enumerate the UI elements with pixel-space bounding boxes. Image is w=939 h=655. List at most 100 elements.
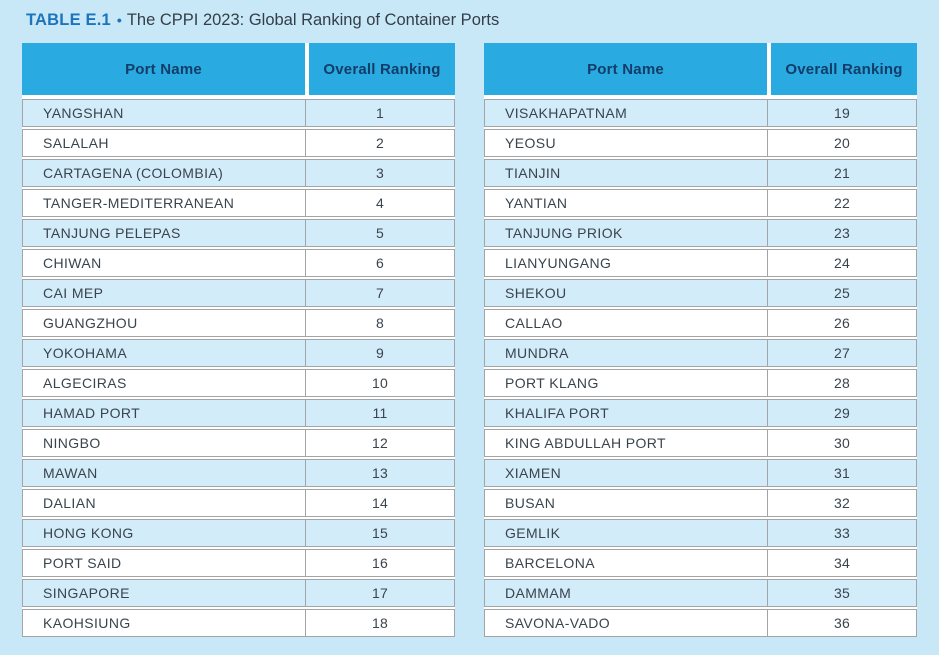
port-name-cell: HAMAD PORT [23,400,306,426]
overall-ranking-cell: 22 [834,195,850,211]
port-name-cell: BARCELONA [485,550,768,576]
table-row: YEOSU 20 [484,129,917,157]
overall-ranking-cell: 11 [372,405,388,421]
port-name-cell: CHIWAN [23,250,306,276]
column-header-port-name: Port Name [22,43,305,95]
overall-ranking-cell: 8 [376,315,384,331]
overall-ranking-cell: 25 [834,285,850,301]
port-name-cell: KHALIFA PORT [485,400,768,426]
overall-ranking-cell: 18 [372,615,388,631]
table-row: CARTAGENA (COLOMBIA) 3 [22,159,455,187]
overall-ranking-cell: 14 [372,495,388,511]
port-name-cell: YANTIAN [485,190,768,216]
port-name-cell: YANGSHAN [23,100,306,126]
table-row: YANGSHAN 1 [22,99,455,127]
overall-ranking-cell: 27 [834,345,850,361]
overall-ranking-cell: 33 [834,525,850,541]
overall-ranking-cell: 28 [834,375,850,391]
overall-ranking-cell: 12 [372,435,388,451]
table-row: TANJUNG PRIOK 23 [484,219,917,247]
table-title-text: The CPPI 2023: Global Ranking of Contain… [126,11,500,29]
table-body: YANGSHAN 1 SALALAH 2 CARTAGENA (COLOMBIA) 3 TA… [22,99,455,637]
port-name-cell: VISAKHAPATNAM [485,100,768,126]
port-name-cell: TIANJIN [485,160,768,186]
overall-ranking-cell: 26 [834,315,850,331]
table-row: YANTIAN 22 [484,189,917,217]
port-name-cell: KAOHSIUNG [23,610,306,636]
table-row: SINGAPORE 17 [22,579,455,607]
port-name-cell: SAVONA-VADO [485,610,768,636]
overall-ranking-cell: 19 [834,105,850,121]
port-name-cell: TANJUNG PRIOK [485,220,768,246]
overall-ranking-cell: 7 [376,285,384,301]
port-name-cell: GUANGZHOU [23,310,306,336]
table-row: TIANJIN 21 [484,159,917,187]
table-header-row: Port Name Overall Ranking [22,43,455,95]
table-row: DAMMAM 35 [484,579,917,607]
port-name-cell: MAWAN [23,460,306,486]
table-row: ALGECIRAS 10 [22,369,455,397]
table-row: MAWAN 13 [22,459,455,487]
port-name-cell: CAI MEP [23,280,306,306]
port-name-cell: CALLAO [485,310,768,336]
overall-ranking-cell: 21 [834,165,850,181]
port-name-cell: XIAMEN [485,460,768,486]
table-row: GEMLIK 33 [484,519,917,547]
table-row: XIAMEN 31 [484,459,917,487]
table-row: SHEKOU 25 [484,279,917,307]
table-header-row: Port Name Overall Ranking [484,43,917,95]
overall-ranking-cell: 36 [834,615,850,631]
overall-ranking-cell: 23 [834,225,850,241]
port-name-cell: YOKOHAMA [23,340,306,366]
column-header-overall-ranking: Overall Ranking [309,43,455,95]
overall-ranking-cell: 35 [834,585,850,601]
port-name-cell: NINGBO [23,430,306,456]
table-row: YOKOHAMA 9 [22,339,455,367]
overall-ranking-cell: 24 [834,255,850,271]
column-header-overall-ranking: Overall Ranking [771,43,917,95]
table-body: VISAKHAPATNAM 19 YEOSU 20 TIANJIN 21 YANTIAN 22… [484,99,917,637]
port-name-cell: SHEKOU [485,280,768,306]
table-row: BARCELONA 34 [484,549,917,577]
overall-ranking-cell: 29 [834,405,850,421]
overall-ranking-cell: 9 [376,345,384,361]
overall-ranking-cell: 32 [834,495,850,511]
ranking-table-left: Port Name Overall Ranking YANGSHAN 1 SALAL… [22,43,455,637]
table-row: TANJUNG PELEPAS 5 [22,219,455,247]
table-row: HONG KONG 15 [22,519,455,547]
port-name-cell: BUSAN [485,490,768,516]
overall-ranking-cell: 10 [372,375,388,391]
port-name-cell: KING ABDULLAH PORT [485,430,768,456]
port-name-cell: YEOSU [485,130,768,156]
table-row: PORT SAID 16 [22,549,455,577]
table-row: KAOHSIUNG 18 [22,609,455,637]
table-row: KING ABDULLAH PORT 30 [484,429,917,457]
overall-ranking-cell: 6 [376,255,384,271]
port-name-cell: LIANYUNGANG [485,250,768,276]
table-row: GUANGZHOU 8 [22,309,455,337]
table-row: CAI MEP 7 [22,279,455,307]
port-name-cell: ALGECIRAS [23,370,306,396]
port-name-cell: DAMMAM [485,580,768,606]
port-name-cell: HONG KONG [23,520,306,546]
table-row: MUNDRA 27 [484,339,917,367]
port-name-cell: GEMLIK [485,520,768,546]
table-row: VISAKHAPATNAM 19 [484,99,917,127]
overall-ranking-cell: 31 [834,465,850,481]
overall-ranking-cell: 2 [376,135,384,151]
table-row: SALALAH 2 [22,129,455,157]
overall-ranking-cell: 16 [372,555,388,571]
overall-ranking-cell: 1 [376,105,384,121]
port-name-cell: CARTAGENA (COLOMBIA) [23,160,306,186]
overall-ranking-cell: 17 [372,585,388,601]
table-row: TANGER-MEDITERRANEAN 4 [22,189,455,217]
overall-ranking-cell: 30 [834,435,850,451]
table-row: CHIWAN 6 [22,249,455,277]
overall-ranking-cell: 34 [834,555,850,571]
table-row: BUSAN 32 [484,489,917,517]
overall-ranking-cell: 15 [372,525,388,541]
title-bullet-icon: • [116,12,122,28]
table-row: NINGBO 12 [22,429,455,457]
table-row: DALIAN 14 [22,489,455,517]
